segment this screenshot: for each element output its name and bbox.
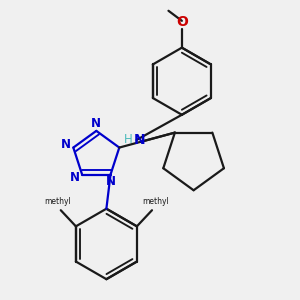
Text: N: N xyxy=(134,133,146,147)
Text: methyl: methyl xyxy=(142,196,169,206)
Text: N: N xyxy=(61,138,71,151)
Text: N: N xyxy=(91,117,101,130)
Text: H: H xyxy=(124,134,133,146)
Text: N: N xyxy=(106,176,116,188)
Text: methyl: methyl xyxy=(44,196,71,206)
Text: O: O xyxy=(176,15,188,29)
Text: N: N xyxy=(70,171,80,184)
